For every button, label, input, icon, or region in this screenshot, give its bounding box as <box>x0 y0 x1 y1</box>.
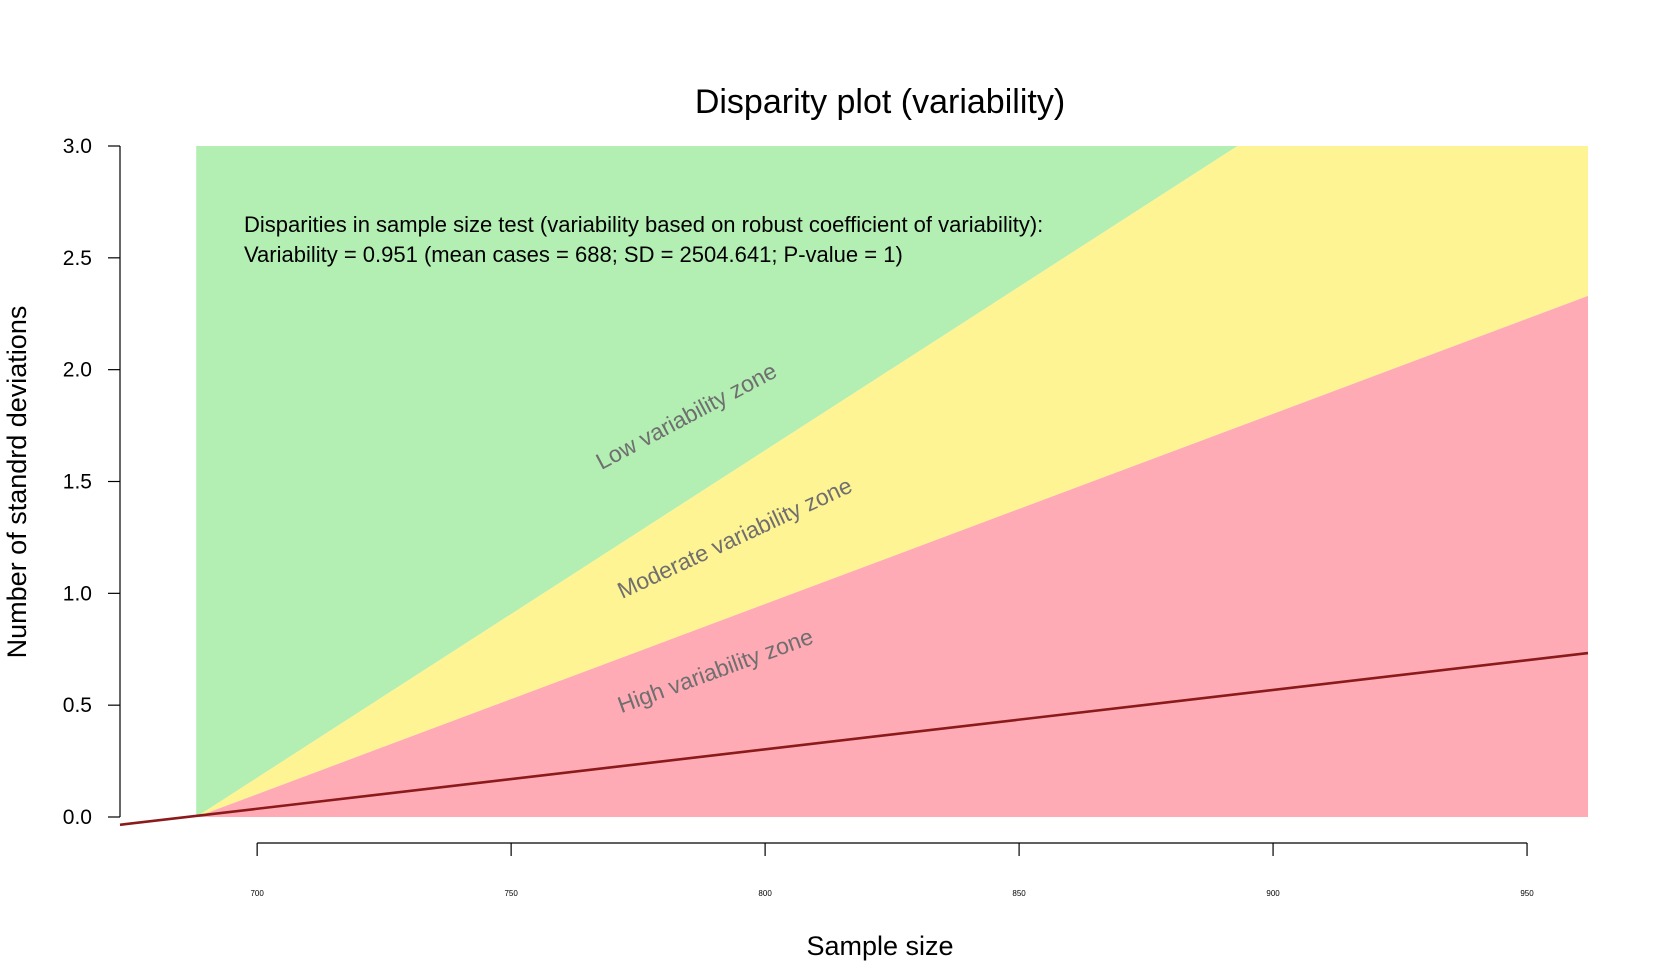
x-tick-label: 750 <box>504 889 518 898</box>
y-tick-label: 1.5 <box>63 471 92 494</box>
zone-area-1 <box>196 146 1589 817</box>
y-tick-label: 2.5 <box>63 247 92 270</box>
variability-zones <box>196 146 1589 817</box>
x-axis-label: Sample size <box>806 931 953 961</box>
x-tick-label: 850 <box>1012 889 1026 898</box>
zone-area-2 <box>196 295 1589 817</box>
y-axis: 0.0 0.5 1.0 1.5 2.0 2.5 3.0 <box>63 135 121 829</box>
y-tick-label: 2.0 <box>63 359 92 382</box>
annotation-line-1: Disparities in sample size test (variabi… <box>244 212 1043 237</box>
x-tick-label: 900 <box>1266 889 1280 898</box>
x-tick-label: 800 <box>758 889 772 898</box>
x-tick-label: 950 <box>1520 889 1534 898</box>
zone-area-0 <box>196 146 1589 817</box>
series-layer <box>119 651 1589 827</box>
y-axis-label: Number of standrd deviations <box>2 306 32 659</box>
y-tick-label: 1.0 <box>63 582 92 605</box>
y-tick-label: 0.5 <box>63 694 92 717</box>
y-tick-label: 0.0 <box>63 806 92 829</box>
series-line-0 <box>119 651 1589 827</box>
annotation-line-2: Variability = 0.951 (mean cases = 688; S… <box>244 242 903 267</box>
x-axis: 700 750 800 850 900 950 <box>250 842 1534 898</box>
y-tick-label: 3.0 <box>63 135 92 158</box>
chart-title: Disparity plot (variability) <box>695 83 1065 121</box>
x-tick-label: 700 <box>250 889 264 898</box>
